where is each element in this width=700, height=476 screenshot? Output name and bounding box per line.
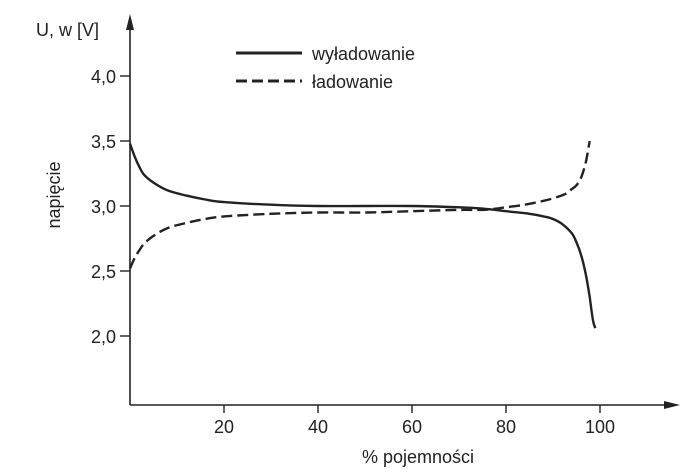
x-tick-label: 20 — [214, 417, 234, 437]
x-axis-title: % pojemności — [362, 447, 474, 467]
y-tick-label: 3,5 — [91, 132, 116, 152]
series-line-ladowanie — [128, 140, 591, 269]
legend-label-wyladowanie: wyładowanie — [311, 44, 415, 64]
x-tick-label: 40 — [308, 417, 328, 437]
y-tick-label: 4,0 — [91, 67, 116, 87]
x-tick-label: 60 — [402, 417, 422, 437]
y-axis-arrow-icon — [126, 14, 134, 30]
series-group — [128, 140, 597, 329]
legend: wyładowanie ładowanie — [236, 44, 415, 92]
y-tick-label: 2,5 — [91, 262, 116, 282]
y-tick-label: 3,0 — [91, 197, 116, 217]
x-tick-label: 100 — [585, 417, 615, 437]
y-axis-title: napięcie — [44, 161, 64, 228]
series-line-wyladowanie — [128, 143, 597, 329]
legend-label-ladowanie: ładowanie — [312, 72, 393, 92]
axis-ticks: 2,0 2,5 3,0 3,5 4,0 20 40 60 80 100 — [91, 67, 615, 437]
y-axis-unit-label: U, w [V] — [36, 20, 99, 40]
x-tick-label: 80 — [496, 417, 516, 437]
x-axis-arrow-icon — [664, 401, 680, 409]
y-tick-label: 2,0 — [91, 327, 116, 347]
